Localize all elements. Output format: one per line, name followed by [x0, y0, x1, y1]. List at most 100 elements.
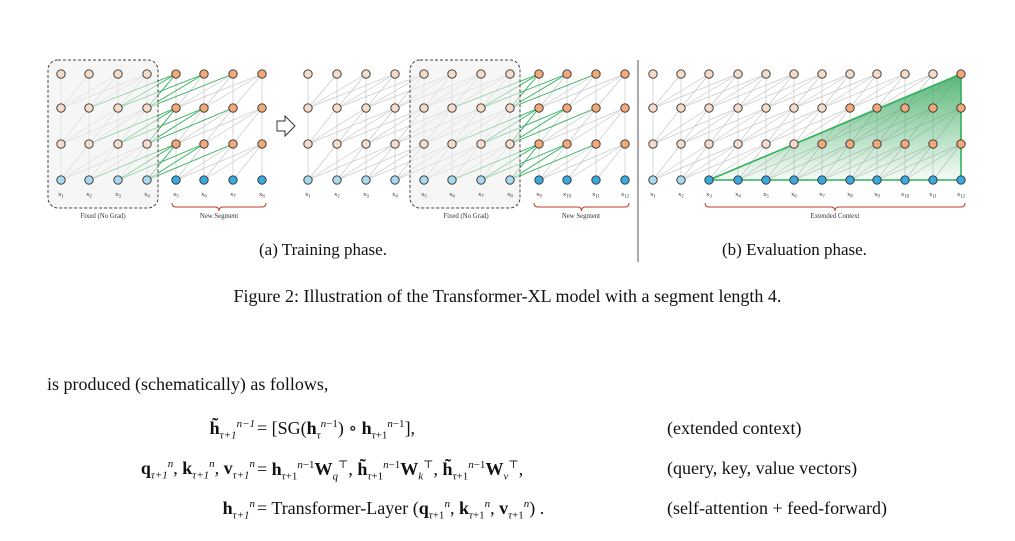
hidden-node	[789, 103, 799, 113]
dependency-edge	[175, 143, 263, 181]
hidden-node	[872, 69, 882, 79]
dependency-edge	[652, 143, 682, 181]
hidden-node	[257, 139, 267, 149]
extended-context-label: Extended Context	[811, 213, 860, 220]
hidden-node	[789, 139, 799, 149]
hidden-node	[199, 139, 209, 149]
dependency-edge	[849, 73, 878, 109]
input-node	[872, 175, 882, 185]
eq1-rhs: = [SG(hτn−1) ∘ hτ+1n−1],	[257, 418, 416, 442]
hidden-node	[761, 69, 771, 79]
hidden-node	[562, 103, 572, 113]
eval-token-label: x6	[791, 191, 797, 200]
dependency-edge	[538, 73, 597, 109]
input-node	[676, 175, 686, 185]
hidden-node	[303, 103, 313, 113]
dependency-edge	[365, 143, 396, 181]
eval-token-label: x4	[735, 191, 741, 200]
hidden-node	[789, 69, 799, 79]
train-a-token-label: x1	[58, 191, 64, 200]
dependency-edge	[336, 143, 367, 181]
dependency-edge	[680, 143, 710, 181]
hidden-node	[505, 69, 515, 79]
dependency-edge	[680, 107, 710, 145]
hidden-node	[419, 103, 429, 113]
hidden-node	[476, 139, 486, 149]
dependency-edge	[336, 73, 367, 109]
hidden-node	[591, 69, 601, 79]
hidden-node	[390, 69, 400, 79]
dependency-edge	[765, 107, 795, 145]
hidden-node	[257, 103, 267, 113]
dependency-edge	[566, 107, 597, 145]
hidden-node	[390, 139, 400, 149]
dependency-edge	[708, 73, 739, 109]
train-b-token-label: x3	[363, 191, 369, 200]
eq3-rhs: = Transformer-Layer (qτ+1n, kτ+1n, vτ+1n…	[257, 498, 545, 522]
input-node	[390, 175, 400, 185]
hidden-node	[900, 69, 910, 79]
eq2-lhs: qτ+1n, kτ+1n, vτ+1n	[140, 458, 255, 482]
train-b-token-label: x10	[563, 191, 572, 200]
train-b-token-label: x7	[478, 191, 484, 200]
dependency-edge	[680, 73, 710, 109]
dependency-edge	[849, 73, 906, 109]
new-segment-brace	[171, 202, 267, 212]
eval-token-label: x12	[957, 191, 966, 200]
extended-context-brace	[704, 202, 966, 212]
hidden-node	[84, 103, 94, 113]
gradient-edge	[146, 143, 234, 181]
eval-token-label: x1	[650, 191, 656, 200]
hidden-node	[476, 103, 486, 113]
train-a-token-label: x4	[144, 191, 150, 200]
hidden-node	[620, 139, 630, 149]
dependency-edge	[765, 73, 795, 109]
hidden-node	[419, 69, 429, 79]
hidden-node	[845, 139, 855, 149]
hidden-node	[761, 103, 771, 113]
input-node	[591, 175, 601, 185]
dependency-edge	[175, 73, 263, 109]
hidden-node	[817, 103, 827, 113]
dependency-edge	[652, 107, 682, 145]
dependency-edge	[737, 107, 767, 145]
train-a-token-label: x7	[230, 191, 236, 200]
eq3-note: (self-attention + feed-forward)	[667, 498, 888, 518]
train-b-token-label: x2	[334, 191, 340, 200]
hidden-node	[676, 139, 686, 149]
equation-qkv: qτ+1n, kτ+1n, vτ+1n = hτ+1n−1Wq⊤, h̃τ+1n…	[0, 458, 1015, 492]
hidden-node	[956, 139, 966, 149]
hidden-node	[591, 139, 601, 149]
hidden-node	[171, 103, 181, 113]
train-a-token-label: x3	[115, 191, 121, 200]
train-b-token-label: x4	[392, 191, 398, 200]
hidden-node	[704, 69, 714, 79]
gradient-edge	[146, 73, 234, 109]
dependency-edge	[708, 73, 767, 109]
hidden-node	[199, 103, 209, 113]
dependency-edge	[566, 143, 597, 181]
dependency-edge	[307, 73, 338, 109]
dependency-edge	[793, 107, 823, 145]
hidden-node	[872, 103, 882, 113]
hidden-node	[648, 139, 658, 149]
input-node	[789, 175, 799, 185]
dependency-edge	[821, 73, 851, 109]
hidden-node	[733, 139, 743, 149]
fixed-no-grad-box	[409, 59, 521, 209]
hidden-node	[845, 69, 855, 79]
dependency-edge	[175, 107, 263, 145]
input-node	[332, 175, 342, 185]
dependency-edge	[203, 73, 234, 109]
hidden-node	[142, 69, 152, 79]
input-node	[733, 175, 743, 185]
hidden-node	[84, 69, 94, 79]
hidden-node	[303, 69, 313, 79]
dependency-edge	[307, 143, 338, 181]
input-node	[562, 175, 572, 185]
dependency-edge	[365, 73, 396, 109]
eq1-note: (extended context)	[667, 418, 802, 438]
dependency-edge	[232, 73, 263, 109]
train-b-token-label: x11	[592, 191, 600, 200]
hidden-node	[228, 69, 238, 79]
